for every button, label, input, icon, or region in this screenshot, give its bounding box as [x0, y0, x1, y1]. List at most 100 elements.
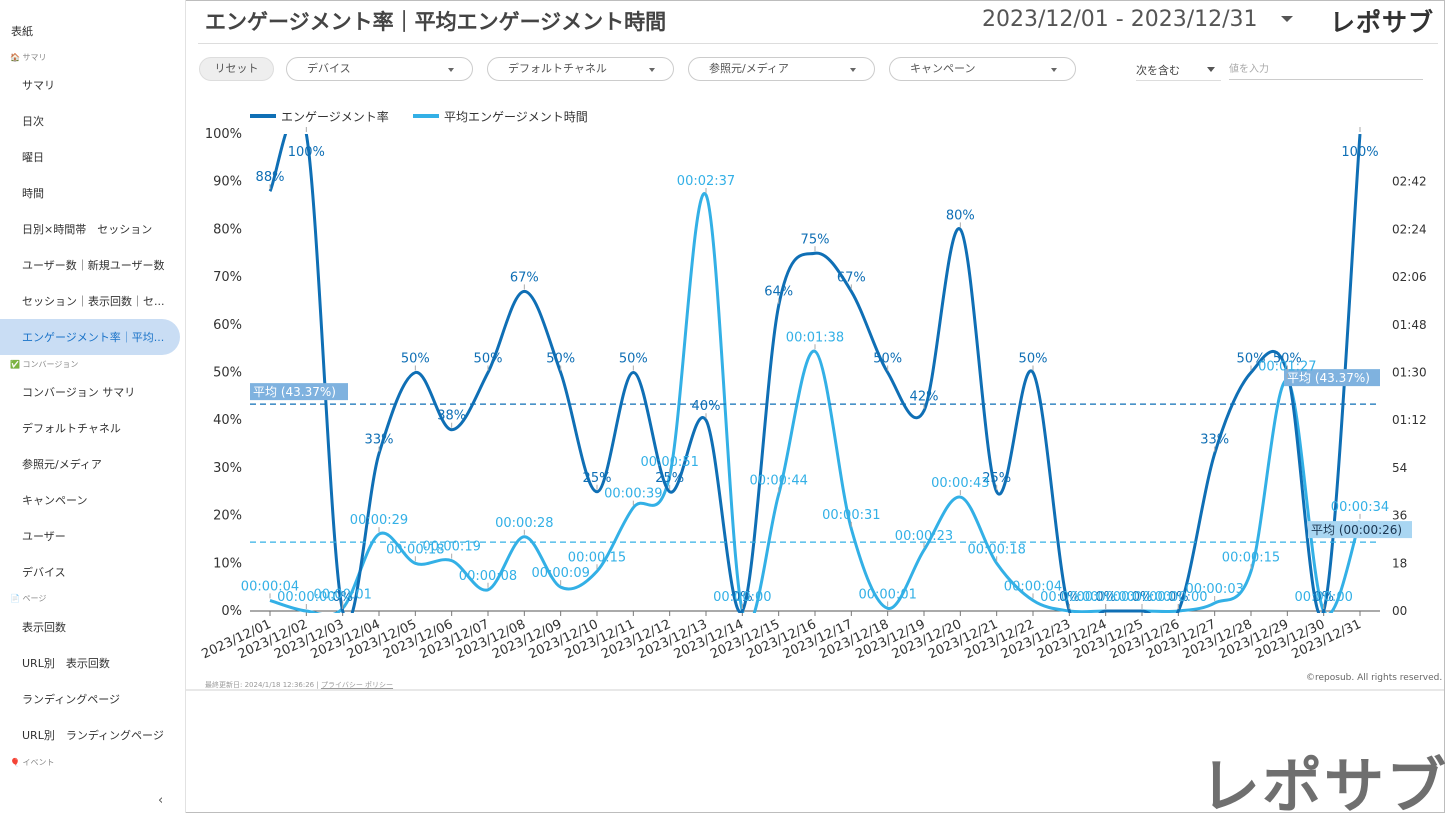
sidebar-section-label: 📄 ページ: [10, 594, 47, 603]
time-data-label: 00:00:00: [713, 590, 771, 605]
sidebar-item[interactable]: 日次: [22, 115, 44, 128]
filter-value-input[interactable]: [1229, 60, 1423, 80]
caret-down-icon: [649, 68, 655, 72]
engagement-chart: 0% 10% 20% 30% 40% 50% 60% 70% 80% 90% 100% 00 18 36 5…: [199, 109, 1427, 662]
campaign-filter-dropdown[interactable]: キャンペーン: [889, 57, 1076, 81]
time-data-label: 00:02:37: [677, 174, 735, 189]
sidebar-active-highlight: [0, 319, 180, 355]
footer-divider: [186, 689, 1444, 691]
dropdown-label: デバイス: [307, 62, 351, 75]
watermark-logo: レポサブ: [1200, 752, 1445, 822]
sidebar-item[interactable]: キャンペーン: [22, 494, 88, 507]
right-axis-tick: 54: [1392, 461, 1407, 475]
avg-engagement-time-line: [269, 192, 1362, 613]
rate-data-label: 0%: [332, 590, 353, 605]
rate-data-label: 0%: [1168, 590, 1189, 605]
sidebar-item[interactable]: ランディングページ: [22, 693, 121, 706]
left-axis-tick: 50%: [213, 366, 242, 381]
sidebar-item[interactable]: サマリ: [22, 79, 55, 92]
sidebar-item[interactable]: 曜日: [22, 151, 44, 164]
sidebar-item[interactable]: 参照元/メディア: [22, 458, 102, 471]
left-axis-tick: 40%: [213, 413, 242, 428]
time-data-label: 00:00:01: [313, 587, 371, 602]
rate-data-label: 0%: [732, 590, 753, 605]
sidebar-item[interactable]: デバイス: [22, 566, 66, 579]
right-axis-tick: 36: [1392, 509, 1407, 523]
sidebar-item[interactable]: セッション｜表示回数｜セ...: [22, 295, 165, 308]
sidebar-item[interactable]: URL別 表示回数: [22, 657, 110, 670]
rate-data-label: 0%: [1095, 590, 1116, 605]
sidebar: 表紙 🏠 サマリサマリ日次曜日時間日別×時間帯 セッション ユーザー数｜新規ユーザー…: [0, 0, 186, 813]
header-divider: [198, 43, 1438, 44]
avg-rate-label-left: 平均 (43.37%): [253, 385, 336, 399]
sidebar-item[interactable]: 日別×時間帯 セッション: [22, 223, 153, 236]
time-data-label: 00:00:03: [1185, 582, 1243, 597]
time-data-label: 00:00:44: [749, 473, 807, 488]
time-data-label: 00:00:18: [967, 542, 1025, 557]
rate-data-label: 100%: [1341, 145, 1378, 160]
sidebar-item[interactable]: コンバージョン サマリ: [22, 386, 136, 399]
sidebar-item[interactable]: 時間: [22, 187, 44, 200]
time-data-label: 00:00:00: [1149, 590, 1207, 605]
condition-select[interactable]: 次を含む: [1136, 64, 1180, 77]
caret-down-icon: [448, 68, 454, 72]
time-data-label: 00:00:39: [604, 487, 662, 502]
time-data-label: 00:01:27: [1258, 359, 1316, 374]
rate-data-label: 50%: [401, 352, 430, 367]
date-range-picker[interactable]: 2023/12/01 - 2023/12/31: [982, 7, 1258, 32]
copyright-text: ©reposub. All rights reserved.: [1306, 673, 1443, 683]
reset-button[interactable]: リセット: [199, 57, 274, 81]
sidebar-item[interactable]: 表示回数: [22, 621, 66, 634]
sidebar-item-active[interactable]: エンゲージメント率｜平均...: [22, 331, 165, 344]
brand-logo: レポサブ: [1330, 8, 1435, 37]
rate-data-label: 33%: [365, 433, 394, 448]
rate-data-label: 75%: [801, 232, 830, 247]
rate-data-label: 50%: [1273, 352, 1302, 367]
avg-rate-label-right: 平均 (43.37%): [1287, 371, 1370, 385]
rate-data-label: 50%: [546, 352, 575, 367]
time-data-label: 00:00:04: [241, 579, 299, 594]
time-data-label: 00:00:00: [1076, 590, 1134, 605]
channel-filter-dropdown[interactable]: デフォルトチャネル: [487, 57, 674, 81]
left-axis-tick: 100%: [205, 127, 242, 142]
rate-data-label: 0%: [1132, 590, 1153, 605]
device-filter-dropdown[interactable]: デバイス: [286, 57, 473, 81]
time-data-label: 00:00:01: [858, 587, 916, 602]
time-data-label: 00:00:15: [1222, 550, 1280, 565]
caret-down-icon[interactable]: [1207, 67, 1215, 72]
time-data-label: 00:00:04: [1004, 579, 1062, 594]
right-axis-tick: 02:24: [1392, 222, 1427, 236]
collapse-sidebar-icon[interactable]: ‹: [158, 793, 164, 808]
left-axis-tick: 70%: [213, 270, 242, 285]
time-data-label: 00:00:15: [568, 550, 626, 565]
dropdown-label: キャンペーン: [910, 62, 976, 75]
time-data-label: 00:00:23: [895, 529, 953, 544]
rate-data-label: 0%: [1059, 590, 1080, 605]
time-data-label: 00:00:08: [459, 569, 517, 584]
rate-data-label: 67%: [510, 270, 539, 285]
source-medium-filter-dropdown[interactable]: 参照元/メディア: [688, 57, 875, 81]
rate-data-label: 80%: [946, 208, 975, 223]
sidebar-item[interactable]: デフォルトチャネル: [22, 422, 121, 435]
sidebar-item[interactable]: ユーザー: [22, 530, 66, 543]
time-data-label: 00:00:18: [386, 542, 444, 557]
footer-meta: 最終更新日: 2024/1/18 12:36:26 | プライバシー ポリシー: [205, 681, 394, 689]
sidebar-section-label: 🏠 サマリ: [10, 53, 47, 62]
chevron-down-icon[interactable]: [1281, 16, 1293, 22]
privacy-policy-link[interactable]: プライバシー ポリシー: [320, 681, 394, 689]
legend-label: エンゲージメント率: [281, 109, 389, 124]
caret-down-icon: [850, 68, 856, 72]
sidebar-item[interactable]: URL別 ランディングページ: [22, 729, 164, 742]
sidebar-item-cover[interactable]: 表紙: [11, 25, 33, 38]
sidebar-section-label: ✅ コンバージョン: [10, 360, 79, 369]
rate-data-label: 50%: [873, 352, 902, 367]
time-data-label: 00:00:09: [531, 566, 589, 581]
time-data-label: 00:00:19: [422, 540, 480, 555]
rate-data-label: 50%: [474, 352, 503, 367]
left-axis-tick: 30%: [213, 461, 242, 476]
sidebar-item[interactable]: ユーザー数｜新規ユーザー数: [22, 259, 165, 272]
avg-rate-label-left-bg: [250, 383, 348, 401]
rate-data-label: 33%: [1200, 433, 1229, 448]
avg-time-label: 平均 (00:00:26): [1311, 523, 1402, 537]
rate-data-label: 50%: [1019, 352, 1048, 367]
